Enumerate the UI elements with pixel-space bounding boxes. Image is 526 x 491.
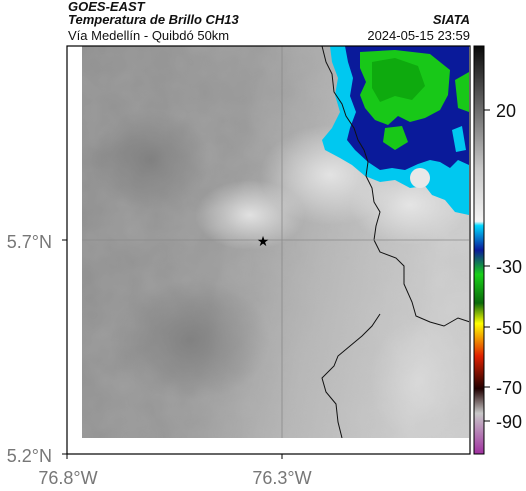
route-label: Vía Medellín - Quibdó 50km (68, 28, 230, 43)
lon-tick-label-76-3: 76.3°W (252, 468, 311, 488)
colorbar-tick-minus50: -50 (496, 318, 522, 338)
datetime-label: 2024-05-15 23:59 (367, 28, 470, 43)
colorbar-tick-minus70: -70 (496, 378, 522, 398)
lat-tick-label-5-2: 5.2°N (7, 446, 52, 466)
colorbar-tick-minus90: -90 (496, 412, 522, 432)
organization-label: SIATA (432, 12, 470, 27)
colorbar-tick-minus30: -30 (496, 257, 522, 277)
colorbar-tick-20: 20 (496, 101, 516, 121)
product-title: Temperatura de Brillo CH13 (68, 12, 239, 27)
medellin-location-star-icon: ★ (257, 234, 270, 250)
country-border-line (321, 46, 469, 327)
lat-tick-label-5-7: 5.7°N (7, 232, 52, 252)
map-border (66, 45, 471, 455)
temperature-colorbar: 20 -30 -50 -70 -90 (473, 45, 522, 455)
department-border-line (321, 313, 381, 438)
lon-tick-label-76-8: 76.8°W (38, 468, 97, 488)
satellite-label: GOES-EAST (68, 0, 145, 14)
cloud-imagery (82, 46, 469, 438)
